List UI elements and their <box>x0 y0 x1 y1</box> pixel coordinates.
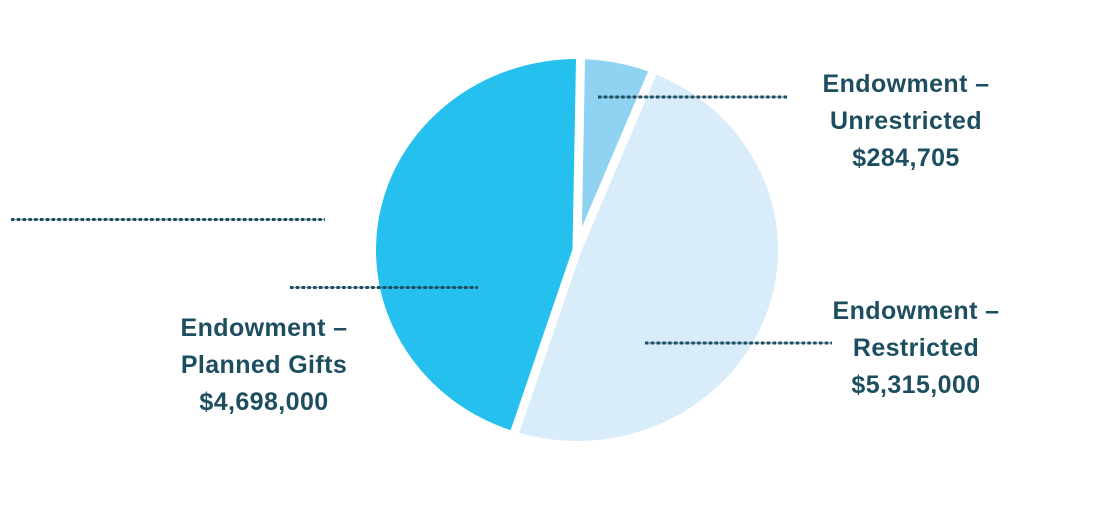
pie-slice-planned-gifts <box>376 59 581 432</box>
slice-label-line: Restricted <box>852 334 980 362</box>
slice-amount: $5,315,000 <box>851 371 981 399</box>
slice-amount: $4,698,000 <box>199 388 329 416</box>
slice-label-unrestricted: Endowment – Unrestricted $284,705 <box>823 66 990 177</box>
slice-amount: $284,705 <box>852 144 960 172</box>
slice-label-line: Endowment – <box>822 70 990 98</box>
slice-gap <box>508 248 582 439</box>
slice-label-line: Endowment – <box>180 314 348 342</box>
slice-label-line: Unrestricted <box>829 107 983 135</box>
slice-gap <box>572 53 586 251</box>
pie-slice-restricted <box>514 72 778 441</box>
slice-label-planned-gifts: Endowment – Planned Gifts $4,698,000 <box>181 310 348 421</box>
slice-label-restricted: Endowment – Restricted $5,315,000 <box>833 293 1000 404</box>
slice-label-line: Planned Gifts <box>180 351 348 379</box>
slice-label-line: Endowment – <box>832 297 1000 325</box>
